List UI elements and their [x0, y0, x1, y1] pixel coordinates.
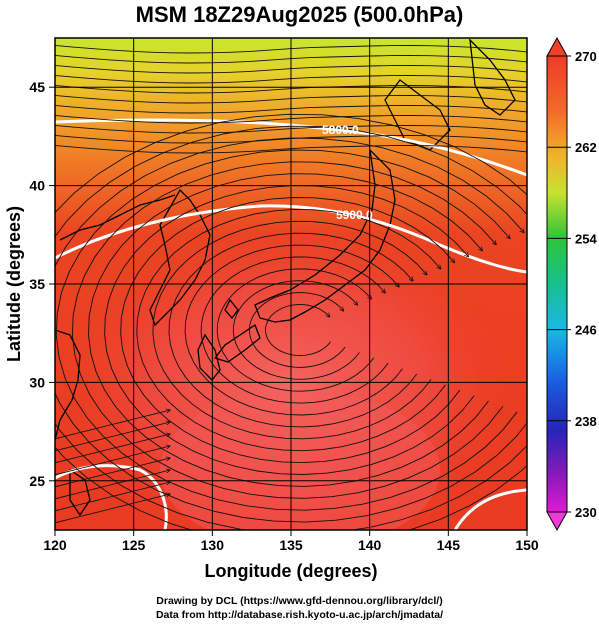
- colorbar-tick-labels: 270 262 254 246 238 230: [547, 49, 597, 520]
- colorbar: [546, 55, 568, 513]
- streamline-anticyclone: [88, 173, 489, 487]
- streamline-westerly: [55, 124, 527, 133]
- y-tick-label-35: 35: [29, 276, 45, 292]
- streamline-southwest: [55, 482, 170, 512]
- chart-title: MSM 18Z29Aug2025 (500.0hPa): [135, 2, 464, 27]
- x-tick-label-120: 120: [43, 537, 67, 553]
- x-tick-label-125: 125: [122, 537, 146, 553]
- y-tick-label-45: 45: [29, 79, 45, 95]
- credit-data: Data from http://database.rish.kyoto-u.a…: [155, 609, 444, 621]
- x-tick-labels: 120 125 130 135 140 145 150: [43, 537, 539, 553]
- x-tick-label-150: 150: [515, 537, 539, 553]
- streamline-westerly: [55, 104, 527, 113]
- y-tick-labels: 25 30 35 40 45: [29, 79, 45, 489]
- streamline-westerly: [55, 84, 527, 93]
- y-tick-label-40: 40: [29, 178, 45, 194]
- streamline-southwest: [55, 494, 170, 524]
- streamline-anticyclone: [265, 304, 332, 356]
- streamline-anticyclone: [136, 208, 446, 452]
- warmest-region: [160, 390, 440, 530]
- colorbar-min-triangle: [546, 511, 568, 532]
- x-tick-label-140: 140: [358, 537, 382, 553]
- streamline-anticyclone: [232, 280, 360, 380]
- streamline-anticyclone: [168, 232, 418, 428]
- streamline-westerly: [55, 44, 527, 53]
- x-tick-label-130: 130: [201, 537, 225, 553]
- contour-5800: [55, 118, 527, 177]
- streamline-westerly: [55, 144, 527, 153]
- streamline-anticyclone: [120, 197, 461, 464]
- streamline-southwest: [55, 410, 170, 440]
- streamline-anticyclone: [152, 220, 432, 440]
- streamline-westerly: [55, 134, 527, 143]
- streamline-southwest: [55, 470, 170, 500]
- contour-label-5900: 5900.0: [336, 208, 373, 222]
- streamline-anticyclone: [184, 244, 403, 416]
- streamline-southwest: [55, 446, 170, 476]
- streamline-anticyclone: [248, 292, 346, 368]
- streamline-southwest: [55, 422, 170, 452]
- graticule: [49, 38, 528, 536]
- streamline-anticyclone: [216, 268, 375, 392]
- streamline-westerly: [55, 94, 527, 103]
- y-tick-label-25: 25: [29, 473, 45, 489]
- colorbar-tick-label-238: 238: [575, 414, 597, 429]
- colorbar-tick-label-246: 246: [575, 323, 597, 338]
- streamline-anticyclone: [55, 137, 527, 523]
- contour-5900-se: [453, 488, 527, 530]
- contour-5900: [55, 204, 527, 274]
- streamline-anticyclone: [55, 113, 527, 530]
- credit-drawing: Drawing by DCL (https://www.gfd-dennou.o…: [156, 595, 443, 607]
- streamline-anticyclone: [200, 256, 389, 404]
- x-tick-label-145: 145: [437, 537, 461, 553]
- streamline-westerly: [55, 64, 527, 73]
- plot-frame: [54, 37, 528, 531]
- streamline-anticyclone: [55, 125, 527, 530]
- streamline-anticyclone: [71, 161, 504, 499]
- colorbar-tick-label-262: 262: [575, 140, 597, 155]
- streamline-westerly: [55, 74, 527, 83]
- streamline-anticyclone: [55, 149, 518, 511]
- y-tick-label-30: 30: [29, 374, 45, 390]
- x-tick-label-135: 135: [279, 537, 303, 553]
- y-axis-title: Latitude (degrees): [4, 206, 24, 362]
- colorbar-tick-label-254: 254: [575, 231, 597, 246]
- colorbar-tick-label-270: 270: [575, 49, 597, 64]
- colorbar-tick-label-230: 230: [575, 505, 597, 520]
- warm-core-region: [60, 220, 520, 530]
- x-axis-title: Longitude (degrees): [204, 561, 377, 581]
- streamline-westerly: [55, 114, 527, 123]
- streamline-anticyclone: [104, 185, 475, 475]
- colorbar-max-triangle: [546, 36, 568, 57]
- contour-label-5800: 5800.0: [322, 123, 359, 137]
- streamline-southwest: [55, 458, 170, 488]
- streamline-southwest: [55, 434, 170, 464]
- wind-streamlines: [55, 44, 527, 530]
- streamline-westerly: [55, 54, 527, 63]
